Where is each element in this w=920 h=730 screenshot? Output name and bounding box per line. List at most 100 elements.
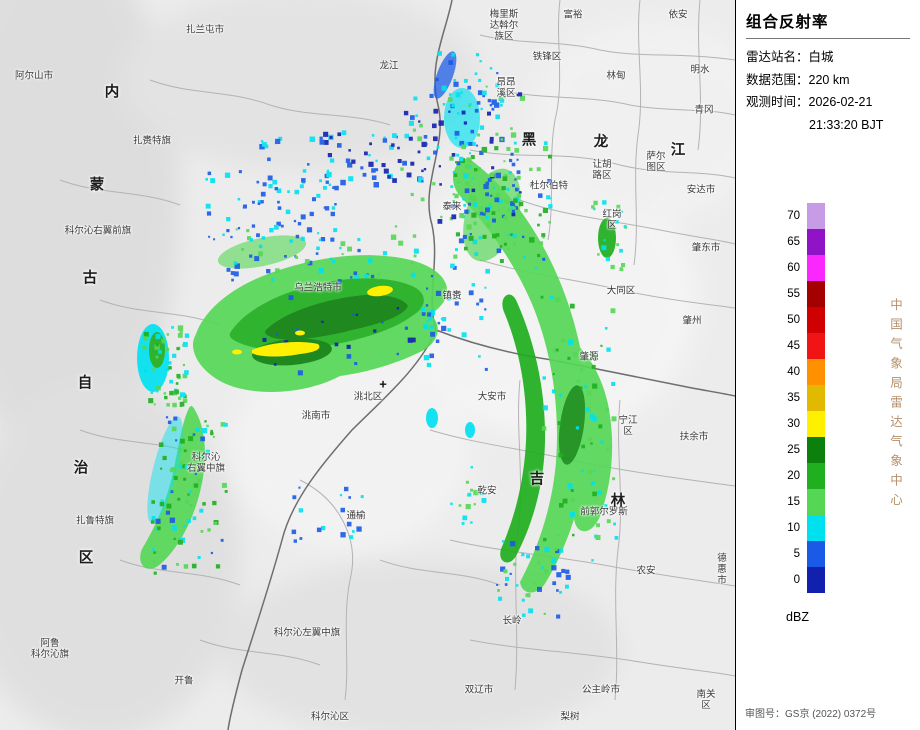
echo-speckle: [515, 584, 519, 587]
echo-speckle: [470, 521, 473, 524]
echo-speckle: [417, 136, 423, 142]
echo-speckle: [433, 150, 438, 155]
legend-row: 0: [770, 567, 825, 593]
echo-speckle: [177, 333, 183, 338]
echo-speckle: [299, 184, 304, 189]
echo-speckle: [450, 185, 454, 189]
echo-speckle: [382, 251, 388, 256]
echo-speckle: [274, 187, 278, 191]
echo-speckle: [544, 546, 550, 553]
echo-speckle: [294, 189, 299, 195]
echo-speckle: [536, 167, 541, 172]
echo-speckle: [396, 352, 399, 356]
echo-speckle: [521, 552, 525, 557]
echo-speckle: [408, 120, 414, 126]
echo-speckle: [348, 176, 354, 182]
legend-tick-label: 20: [787, 470, 800, 482]
echo-speckle: [435, 77, 439, 82]
echo-speckle: [473, 489, 479, 496]
echo-speckle: [593, 357, 597, 361]
echo-speckle: [258, 244, 263, 249]
echo-speckle: [249, 254, 253, 258]
echo-speckle: [501, 186, 506, 191]
echo-speckle: [468, 142, 473, 146]
echo-speckle: [529, 237, 535, 243]
echo-speckle: [506, 147, 511, 151]
echo-speckle: [426, 362, 432, 368]
echo-speckle: [269, 228, 274, 233]
echo-speckle: [329, 158, 335, 163]
echo-speckle: [370, 274, 375, 279]
echo-speckle: [256, 233, 260, 238]
echo-speckle: [581, 444, 585, 449]
echo-speckle: [517, 193, 521, 198]
echo-speckle: [389, 145, 394, 150]
echo-speckle: [459, 213, 465, 219]
echo-speckle: [489, 139, 494, 144]
echo-speckle: [432, 182, 436, 186]
echo-speckle: [479, 150, 484, 155]
echo-speckle: [467, 85, 472, 90]
legend-row: 5: [770, 541, 825, 567]
echo-speckle: [492, 218, 496, 223]
echo-speckle: [156, 385, 161, 391]
echo-speckle: [600, 344, 603, 347]
echo-speckle: [421, 180, 424, 183]
echo-speckle: [178, 464, 184, 469]
echo-speckle: [614, 536, 619, 540]
echo-speckle: [450, 263, 455, 269]
echo-speckle: [324, 206, 330, 211]
echo-speckle: [555, 348, 559, 352]
echo-speckle: [544, 569, 549, 574]
legend-tick-label: 30: [787, 418, 800, 430]
echo-speckle: [575, 426, 579, 430]
echo-speckle: [489, 172, 495, 177]
echo-speckle: [469, 103, 472, 106]
echo-speckle: [503, 95, 506, 98]
echo-speckle: [561, 568, 566, 573]
echo-speckle: [494, 197, 500, 203]
echo-speckle: [497, 589, 500, 592]
echo-speckle: [293, 539, 297, 543]
echo-speckle: [436, 145, 440, 149]
echo-speckle: [151, 548, 155, 551]
legend-row: 65: [770, 229, 825, 255]
echo-speckle: [470, 129, 475, 134]
echo-speckle: [601, 245, 607, 251]
echo-speckle: [364, 151, 368, 156]
echo-speckle: [143, 346, 147, 351]
echo-speckle: [180, 461, 184, 465]
echo-speckle: [598, 424, 603, 429]
echo-speckle: [447, 297, 451, 301]
echo-speckle: [295, 256, 299, 259]
echo-speckle: [160, 467, 163, 470]
echo-speckle: [295, 234, 300, 239]
echo-speckle: [331, 259, 336, 264]
echo-speckle: [472, 202, 478, 207]
echo-speckle: [307, 163, 310, 166]
echo-speckle: [423, 168, 427, 171]
echo-speckle: [477, 211, 481, 214]
echo-speckle: [246, 229, 250, 233]
echo-speckle: [487, 98, 492, 103]
echo-speckle: [454, 301, 459, 306]
province-boundaries: [227, 0, 735, 730]
echo-speckle: [274, 363, 277, 366]
echo-speckle: [182, 398, 188, 403]
echo-speckle: [346, 344, 351, 349]
echo-speckle: [197, 478, 202, 483]
echo-speckle: [565, 574, 571, 580]
echo-speckle: [316, 246, 320, 251]
echo-speckle: [413, 254, 417, 258]
echo-speckle: [299, 537, 303, 540]
echo-speckle: [184, 370, 189, 375]
echo-speckle: [226, 229, 230, 233]
echo-speckle: [186, 518, 191, 523]
echo-speckle: [439, 183, 442, 186]
echo-speckle: [449, 217, 453, 221]
echo-speckle: [387, 175, 391, 179]
echo-speckle: [340, 241, 346, 247]
echo-speckle: [426, 156, 431, 161]
echo-speckle: [512, 233, 517, 238]
echo-speckle: [437, 51, 442, 56]
